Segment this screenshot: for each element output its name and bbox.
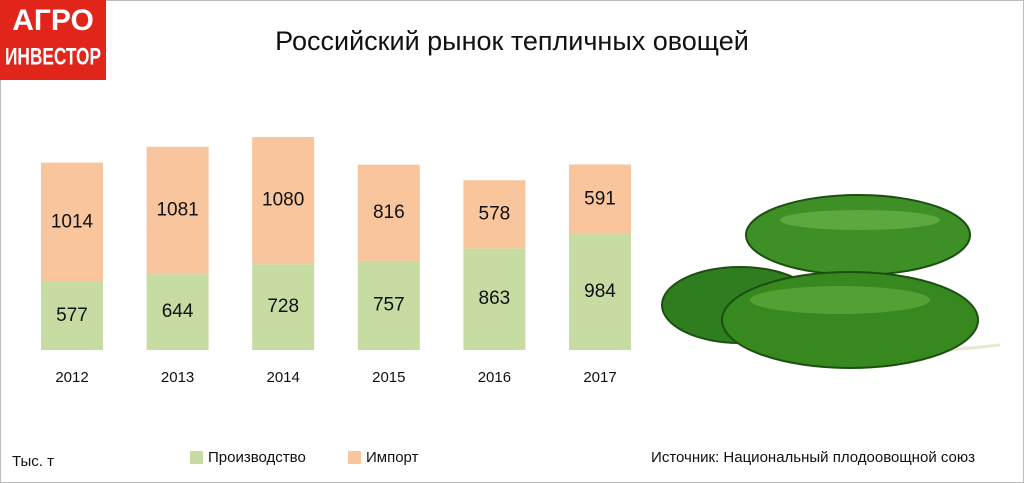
data-label: 1014 bbox=[51, 211, 94, 232]
x-tick-label: 2013 bbox=[161, 369, 194, 386]
source: Источник: Национальный плодоовощной союз bbox=[651, 449, 975, 466]
chart-title: Российский рынок тепличных овощей bbox=[275, 26, 749, 56]
highlight bbox=[780, 210, 940, 230]
unit-label: Тыс. т bbox=[12, 453, 54, 470]
data-label: 578 bbox=[479, 203, 511, 224]
legend-swatch bbox=[348, 451, 361, 464]
data-label: 984 bbox=[584, 281, 616, 302]
bar-segment bbox=[569, 164, 631, 235]
data-label: 816 bbox=[373, 202, 405, 223]
bar-segment bbox=[463, 180, 526, 249]
x-tick-label: 2016 bbox=[478, 369, 511, 386]
x-tick-label: 2015 bbox=[372, 369, 405, 386]
data-label: 863 bbox=[479, 288, 511, 309]
legend-label: Импорт bbox=[366, 449, 419, 466]
bar-segment bbox=[41, 282, 103, 350]
logo-line: АГРО bbox=[12, 4, 94, 37]
x-tick-label: 2017 bbox=[583, 369, 616, 386]
bar-segment bbox=[252, 137, 315, 265]
data-label: 577 bbox=[56, 305, 88, 326]
highlight bbox=[750, 286, 930, 314]
bar-segment bbox=[463, 248, 526, 350]
data-label: 728 bbox=[267, 296, 299, 317]
cucumber-image bbox=[661, 194, 1001, 369]
data-label: 591 bbox=[584, 188, 616, 209]
bar-segment bbox=[252, 264, 315, 350]
bar-segment bbox=[41, 162, 103, 283]
data-label: 644 bbox=[162, 301, 194, 322]
data-label: 1080 bbox=[262, 190, 304, 211]
data-label: 1081 bbox=[156, 199, 198, 220]
legend-swatch bbox=[190, 451, 203, 464]
cucumber bbox=[745, 194, 971, 276]
legend-label: Производство bbox=[208, 449, 306, 466]
data-label: 757 bbox=[373, 294, 405, 315]
x-tick-label: 2014 bbox=[267, 369, 300, 386]
bar-segment bbox=[357, 260, 420, 350]
bar-segment bbox=[357, 164, 420, 261]
x-tick-label: 2012 bbox=[55, 369, 88, 386]
bar-segment bbox=[146, 146, 209, 275]
bar-segment bbox=[569, 234, 631, 350]
bar-segment bbox=[146, 274, 209, 350]
logo-line: ИНВЕСТОР bbox=[5, 43, 101, 70]
logo-box bbox=[0, 0, 106, 80]
